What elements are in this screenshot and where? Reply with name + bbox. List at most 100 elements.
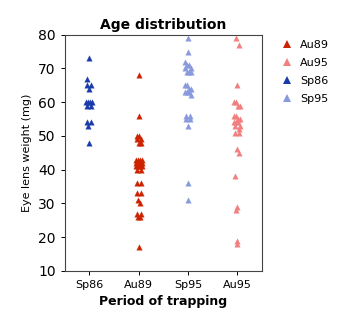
Point <box>237 42 242 47</box>
Point <box>138 180 144 186</box>
Point <box>186 62 192 67</box>
Point <box>135 215 141 220</box>
Point <box>85 100 91 105</box>
Point <box>138 137 144 142</box>
Point <box>134 137 140 142</box>
Point <box>133 164 139 169</box>
Point <box>85 123 91 128</box>
Point <box>186 86 192 91</box>
Point <box>139 157 145 162</box>
Point <box>185 180 191 186</box>
Point <box>185 123 191 128</box>
Point <box>89 100 95 105</box>
Point <box>186 89 192 94</box>
Point <box>236 103 241 108</box>
Point <box>233 123 238 128</box>
Point <box>236 120 241 125</box>
Point <box>187 117 193 122</box>
Point <box>137 160 143 165</box>
Point <box>183 113 189 118</box>
Point <box>134 167 140 172</box>
Point <box>84 83 90 88</box>
Point <box>88 100 93 105</box>
Point <box>184 89 190 94</box>
Point <box>182 66 188 71</box>
Point <box>139 164 145 169</box>
Point <box>87 140 92 145</box>
Point <box>236 117 241 122</box>
Point <box>139 160 145 165</box>
Point <box>136 73 141 78</box>
Point <box>184 69 190 74</box>
Point <box>137 157 143 162</box>
Point <box>138 211 144 216</box>
Point <box>237 127 242 132</box>
Point <box>238 117 243 122</box>
Point <box>234 238 240 243</box>
Point <box>135 198 141 203</box>
Point <box>232 113 237 118</box>
Point <box>188 93 194 98</box>
Point <box>136 245 141 250</box>
X-axis label: Period of trapping: Period of trapping <box>99 295 227 308</box>
Point <box>135 157 141 162</box>
Point <box>137 215 143 220</box>
Point <box>84 76 90 81</box>
Point <box>88 83 94 88</box>
Point <box>133 160 139 165</box>
Point <box>134 211 140 216</box>
Point <box>137 164 143 169</box>
Point <box>233 130 238 135</box>
Point <box>233 36 239 41</box>
Point <box>185 36 191 41</box>
Point <box>137 201 143 206</box>
Point <box>234 83 240 88</box>
Point <box>232 120 237 125</box>
Point <box>87 86 92 91</box>
Point <box>184 83 190 88</box>
Point <box>234 204 240 209</box>
Point <box>233 100 239 105</box>
Point <box>84 103 90 108</box>
Point <box>185 49 191 54</box>
Point <box>234 147 240 152</box>
Point <box>186 69 192 74</box>
Point <box>182 83 188 88</box>
Point <box>134 180 140 186</box>
Point <box>188 86 194 91</box>
Point <box>237 150 242 155</box>
Point <box>182 89 188 94</box>
Point <box>187 113 193 118</box>
Point <box>233 113 239 118</box>
Point <box>188 69 194 74</box>
Point <box>135 160 141 165</box>
Point <box>233 208 239 213</box>
Point <box>188 66 194 71</box>
Point <box>134 133 140 138</box>
Point <box>185 198 191 203</box>
Y-axis label: Eye lens weight (mg): Eye lens weight (mg) <box>22 94 32 212</box>
Point <box>237 130 242 135</box>
Point <box>232 100 237 105</box>
Point <box>88 120 94 125</box>
Point <box>136 113 141 118</box>
Point <box>87 56 92 61</box>
Point <box>184 62 190 67</box>
Point <box>234 241 240 246</box>
Point <box>238 123 243 128</box>
Point <box>238 103 243 108</box>
Point <box>182 59 188 64</box>
Point <box>84 100 89 105</box>
Point <box>233 120 239 125</box>
Point <box>84 120 90 125</box>
Point <box>233 174 238 179</box>
Point <box>136 140 141 145</box>
Point <box>136 133 141 138</box>
Legend: Au89, Au95, Sp86, Sp95: Au89, Au95, Sp86, Sp95 <box>275 40 329 104</box>
Point <box>183 117 189 122</box>
Point <box>135 164 141 169</box>
Point <box>88 103 94 108</box>
Point <box>138 140 144 145</box>
Point <box>134 191 140 196</box>
Point <box>133 157 139 162</box>
